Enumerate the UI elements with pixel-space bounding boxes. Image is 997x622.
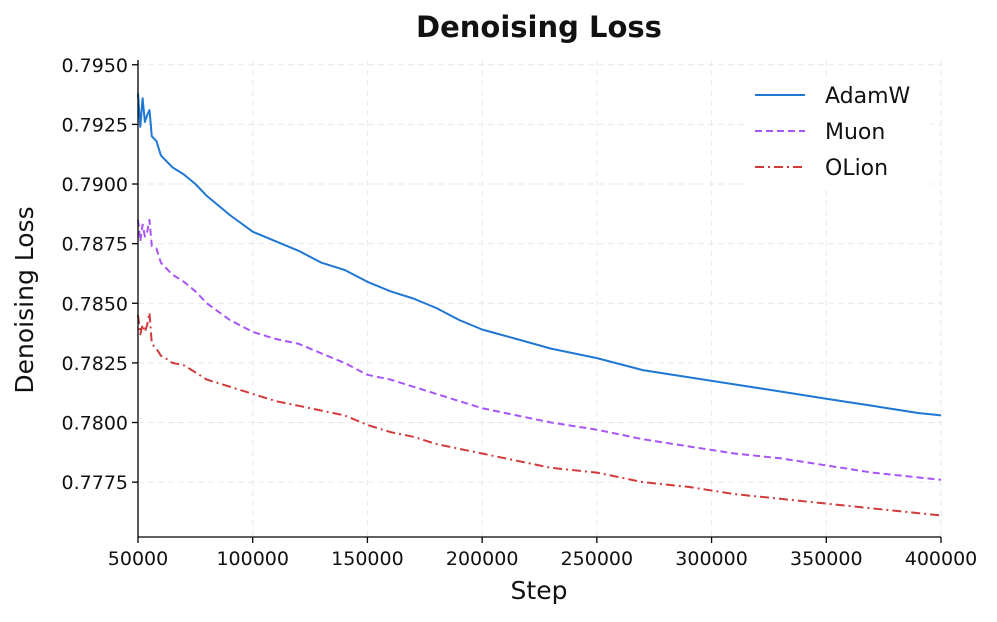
y-ticks: 0.7775 0.7800 0.7825 0.7850 0.7875 0.7900 0.79… — [62, 55, 138, 494]
y-tick-label: 0.7800 — [62, 413, 128, 435]
x-tick-label: 50000 — [108, 548, 168, 570]
x-tick-label: 150000 — [331, 548, 404, 570]
y-tick-label: 0.7850 — [62, 293, 128, 315]
series-line-olion — [137, 311, 942, 517]
chart-title: Denoising Loss — [416, 10, 662, 44]
grid — [137, 60, 942, 537]
y-tick-label: 0.7825 — [62, 353, 128, 375]
legend-label-adamw: AdamW — [825, 84, 911, 109]
y-tick-label: 0.7775 — [62, 472, 128, 494]
x-ticks: 50000 100000 150000 200000 250000 300000 35000… — [108, 537, 977, 570]
x-tick-label: 300000 — [675, 548, 748, 570]
x-tick-label: 250000 — [561, 548, 634, 570]
legend: AdamW Muon OLion — [744, 76, 931, 188]
x-tick-label: 400000 — [905, 548, 978, 570]
x-tick-label: 200000 — [446, 548, 519, 570]
x-tick-label: 100000 — [216, 548, 289, 570]
y-axis-label: Denoising Loss — [10, 206, 39, 393]
y-tick-label: 0.7950 — [62, 55, 128, 77]
x-tick-label: 350000 — [790, 548, 863, 570]
y-tick-label: 0.7875 — [62, 234, 128, 256]
y-tick-label: 0.7900 — [62, 174, 128, 196]
axes — [137, 60, 941, 538]
legend-label-muon: Muon — [825, 120, 885, 145]
series-line-adamw — [137, 93, 942, 417]
x-axis-label: Step — [511, 576, 568, 605]
series-line-muon — [137, 218, 942, 481]
y-tick-label: 0.7925 — [62, 114, 128, 136]
legend-label-olion: OLion — [825, 156, 888, 181]
series-lines — [137, 93, 942, 517]
